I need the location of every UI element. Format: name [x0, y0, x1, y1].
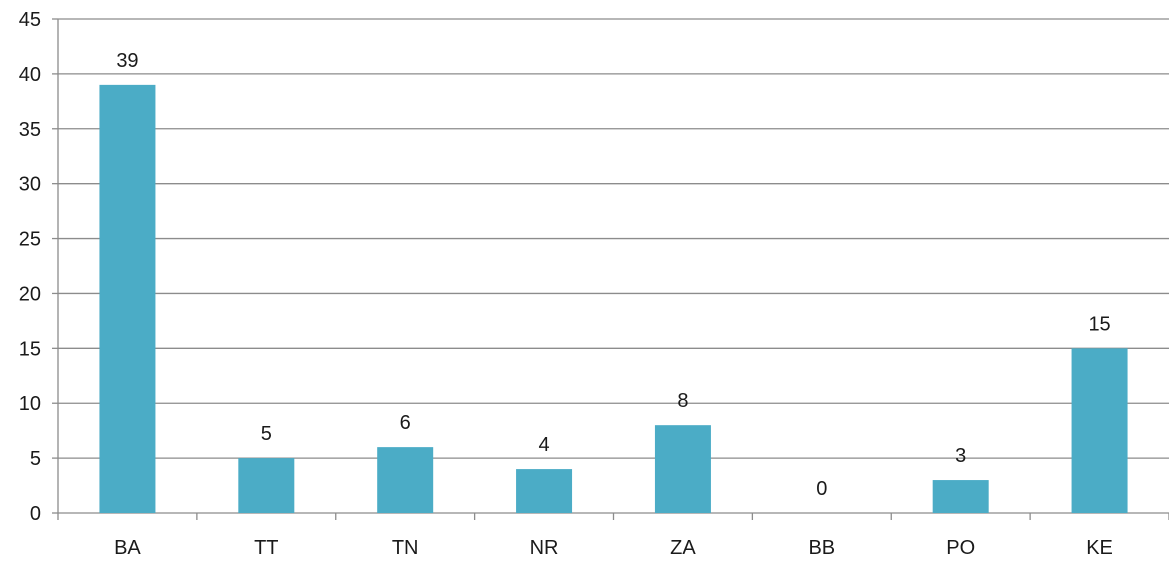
bar-po: [932, 480, 989, 513]
data-label-tt: 5: [261, 423, 272, 445]
x-tick-label-za: ZA: [670, 537, 696, 559]
x-tick-label-tn: TN: [392, 537, 419, 559]
data-label-po: 3: [955, 445, 966, 467]
x-tick-label-tt: TT: [254, 537, 278, 559]
y-tick-label-5: 5: [30, 448, 41, 470]
data-labels: 39 5 6 4 8 0 3 15: [116, 50, 1110, 500]
data-label-bb: 0: [816, 478, 827, 500]
bar-ke: [1071, 348, 1128, 513]
y-axis-tick-labels: 0 5 10 15 20 25 30 35 40 45: [19, 9, 41, 525]
y-tick-label-40: 40: [19, 64, 41, 86]
data-label-za: 8: [677, 390, 688, 412]
bar-nr: [516, 469, 573, 513]
y-tick-label-35: 35: [19, 119, 41, 141]
x-tick-label-ke: KE: [1086, 537, 1113, 559]
x-axis-tick-labels: BA TT TN NR ZA BB PO KE: [114, 537, 1113, 559]
y-tick-label-45: 45: [19, 9, 41, 31]
bar-tt: [238, 458, 295, 513]
bar-ba: [99, 84, 156, 513]
x-tick-label-bb: BB: [808, 537, 835, 559]
x-tick-label-ba: BA: [114, 537, 141, 559]
data-label-ke: 15: [1088, 313, 1110, 335]
x-tick-label-po: PO: [946, 537, 975, 559]
y-tick-label-15: 15: [19, 338, 41, 360]
axes: [52, 18, 1169, 520]
y-tick-label-0: 0: [30, 503, 41, 525]
bar-tn: [377, 447, 434, 513]
bar-za: [654, 425, 711, 513]
bars: [99, 84, 1128, 513]
gridlines: [58, 18, 1169, 459]
y-tick-label-25: 25: [19, 229, 41, 251]
y-tick-label-20: 20: [19, 283, 41, 305]
y-tick-label-30: 30: [19, 174, 41, 196]
data-label-ba: 39: [116, 50, 138, 72]
y-tick-label-10: 10: [19, 393, 41, 415]
data-label-nr: 4: [539, 434, 550, 456]
data-label-tn: 6: [400, 412, 411, 434]
x-tick-label-nr: NR: [530, 537, 559, 559]
